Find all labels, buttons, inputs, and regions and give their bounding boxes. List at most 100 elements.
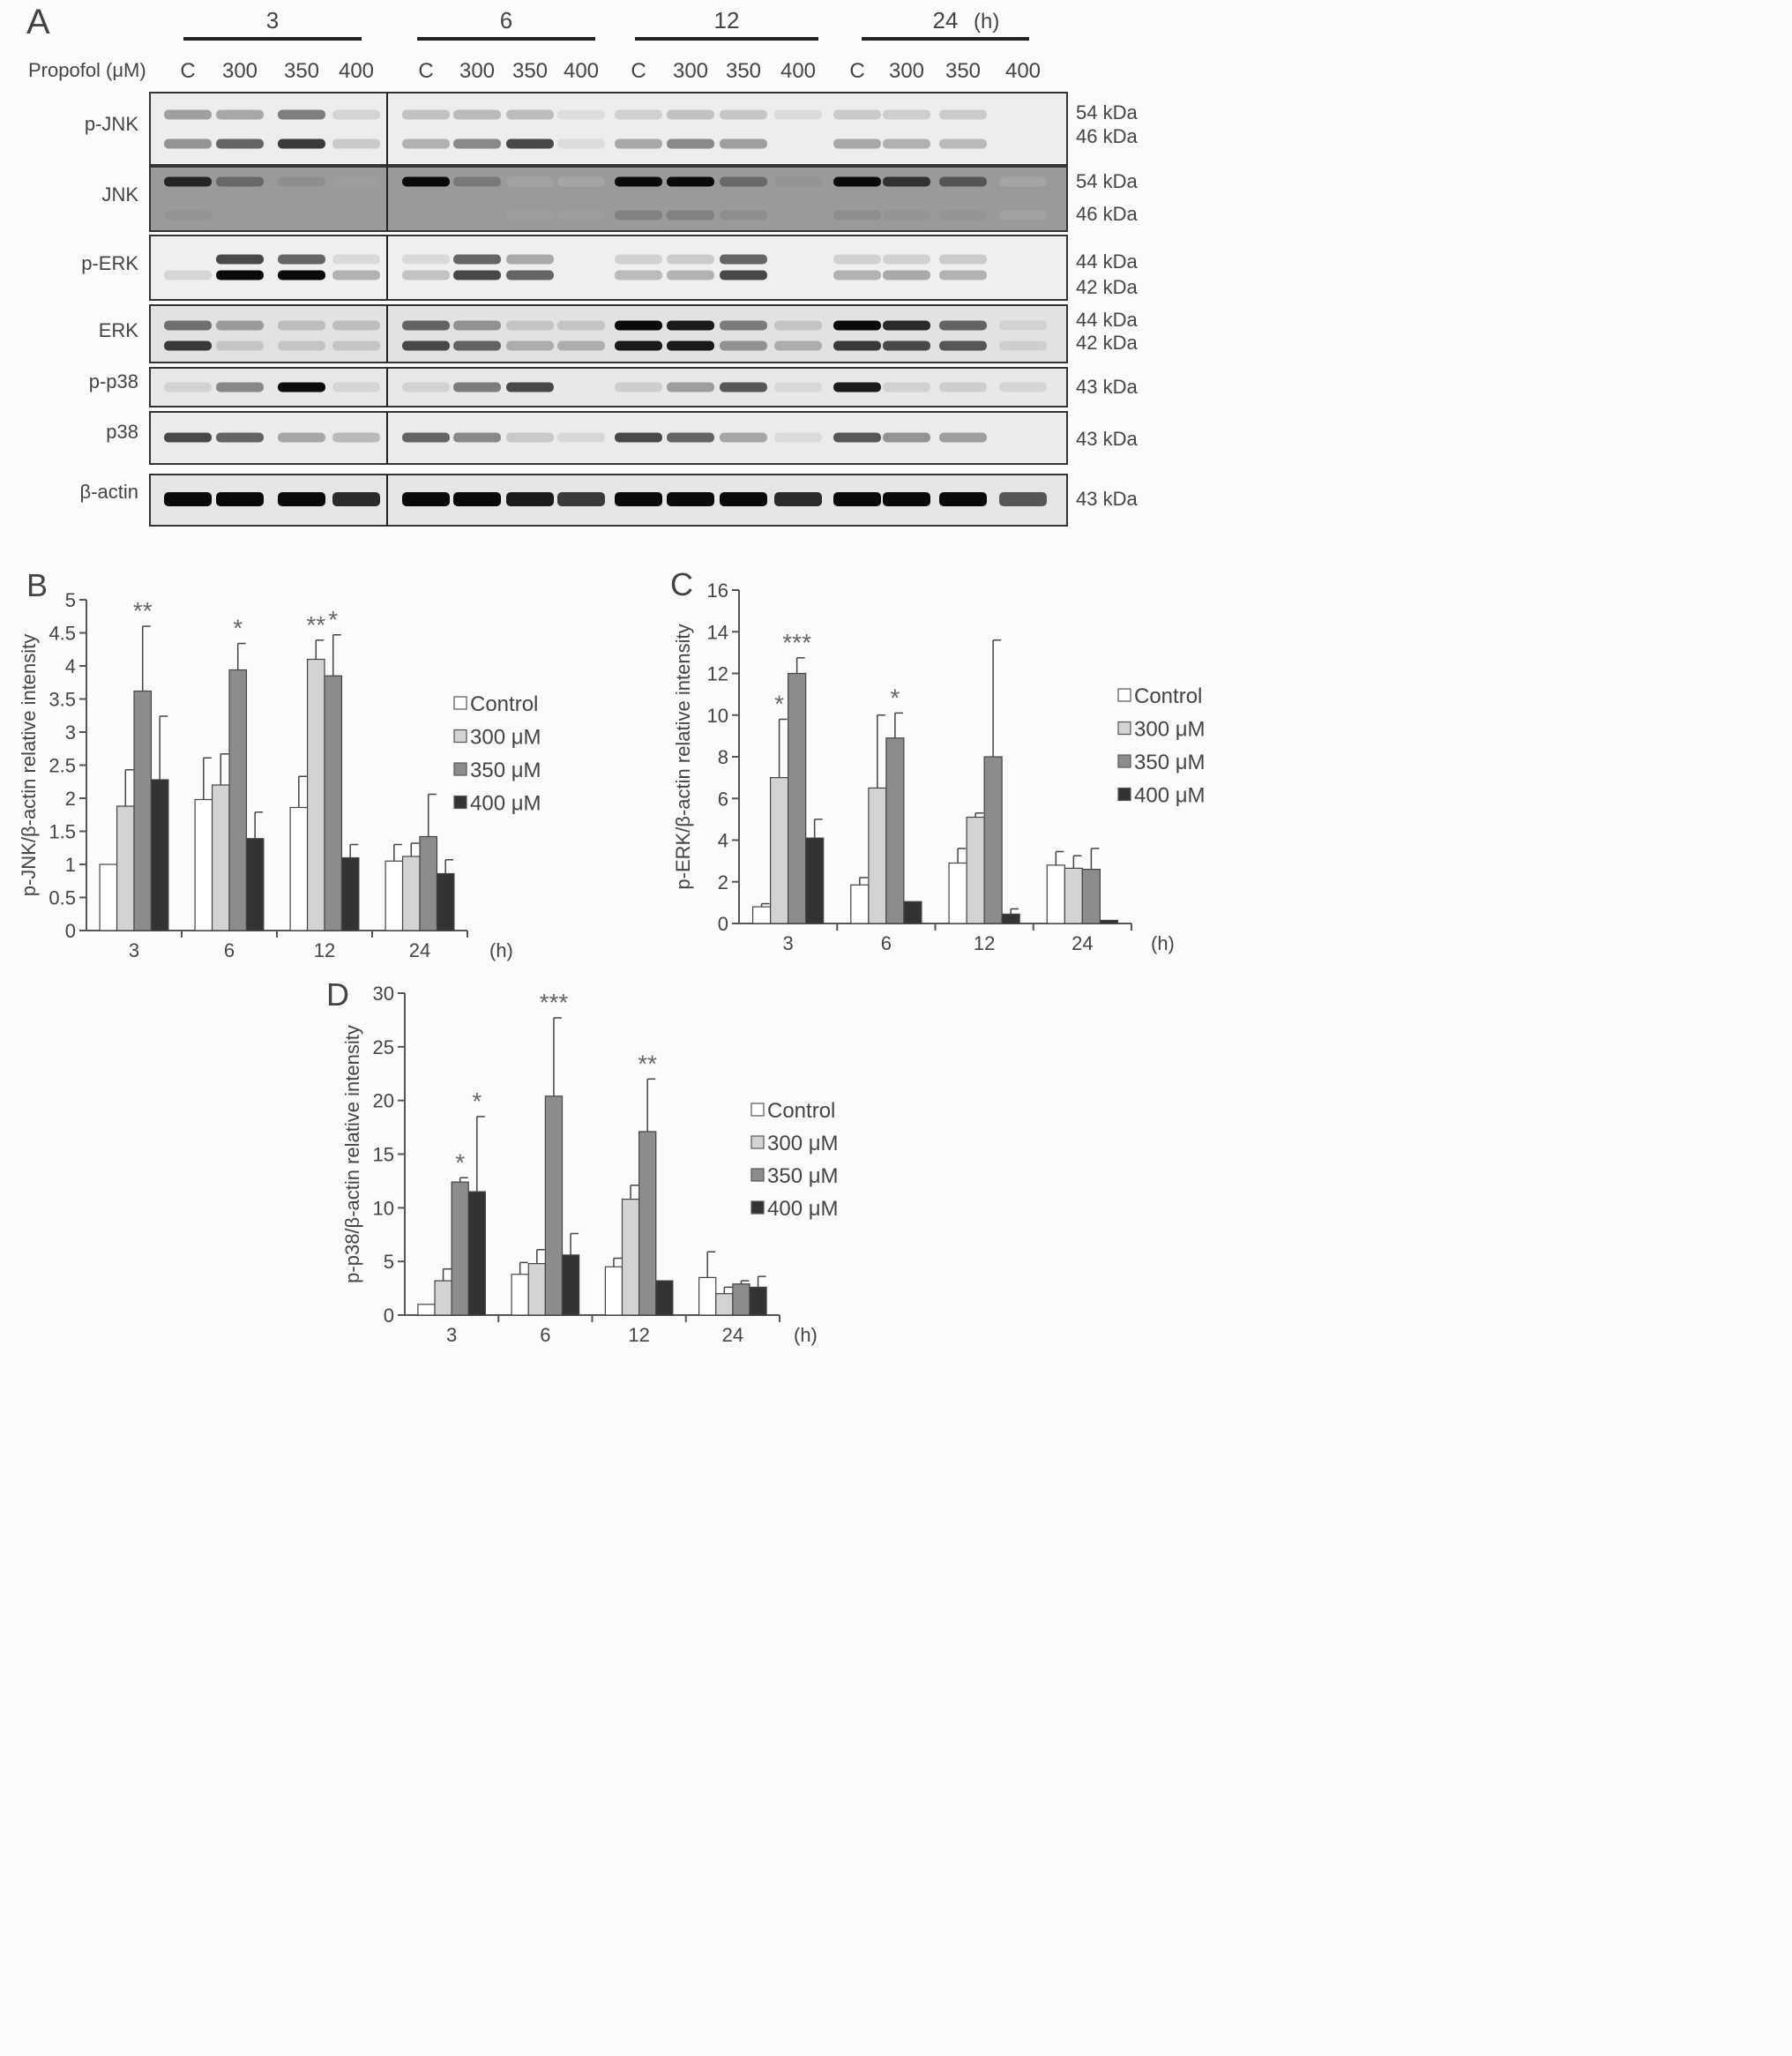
- blot-band: [720, 492, 767, 506]
- lane-label: 400: [564, 59, 599, 83]
- blot-band: [720, 340, 767, 351]
- blot-band: [506, 210, 554, 221]
- blot-band: [999, 210, 1047, 221]
- x-tick-label: 24: [722, 1324, 743, 1346]
- timepoint-label: 24: [933, 7, 959, 34]
- y-tick-label: 5: [65, 589, 76, 611]
- legend-label: 400 μM: [767, 1197, 839, 1221]
- blot-band: [883, 109, 930, 120]
- blot-band: [332, 432, 380, 443]
- lane-label: 300: [673, 59, 708, 83]
- y-tick-label: 16: [707, 579, 728, 602]
- blot-band: [667, 432, 714, 443]
- blot-band: [720, 432, 767, 443]
- bar: [868, 787, 887, 924]
- bar: [698, 1276, 717, 1316]
- blot-band: [453, 210, 501, 221]
- y-tick-label: 12: [707, 663, 728, 685]
- blot-band: [278, 138, 325, 149]
- blot-membrane: [149, 92, 1068, 166]
- legend-swatch: [1117, 787, 1131, 802]
- blot-band: [332, 210, 380, 221]
- bar: [194, 798, 213, 931]
- legend-label: 300 μM: [1134, 718, 1206, 742]
- blot-band: [216, 138, 264, 149]
- blot-band: [774, 492, 822, 506]
- y-tick-label: 3: [65, 721, 76, 744]
- legend-label: 350 μM: [767, 1164, 839, 1188]
- blot-band: [506, 492, 554, 506]
- blot-band: [453, 254, 501, 265]
- lane-label: 400: [780, 59, 816, 83]
- blot-band: [332, 492, 380, 506]
- legend-swatch: [1117, 688, 1131, 702]
- legend-swatch: [1117, 754, 1131, 768]
- bar: [544, 1095, 564, 1316]
- blot-band: [557, 210, 605, 221]
- blot-band: [332, 254, 380, 265]
- y-tick-label: 30: [373, 983, 394, 1005]
- blot-band: [774, 320, 822, 331]
- blot-band: [720, 270, 767, 280]
- bar: [324, 675, 343, 931]
- blot-band: [402, 270, 450, 280]
- lane-label: C: [849, 59, 864, 83]
- x-tick-label: 3: [783, 932, 794, 954]
- significance-marker: *: [328, 606, 338, 633]
- blot-band: [999, 176, 1047, 187]
- kda-label: 44 kDa: [1076, 250, 1138, 273]
- lane-label: C: [418, 59, 433, 83]
- significance-marker: **: [306, 611, 325, 639]
- bar: [1064, 867, 1083, 924]
- bar: [511, 1274, 529, 1316]
- blot-band: [720, 382, 767, 393]
- blot-row-label: β-actin: [80, 481, 138, 503]
- x-tick-label: 24: [409, 939, 430, 961]
- blot-band: [720, 138, 767, 149]
- bar: [527, 1262, 546, 1316]
- kda-label: 42 kDa: [1076, 332, 1138, 354]
- legend-swatch: [453, 795, 467, 810]
- blot-band: [402, 138, 450, 149]
- blot-band: [216, 382, 264, 393]
- legend-swatch: [750, 1168, 765, 1182]
- blot-band: [615, 340, 662, 351]
- lane-label: 300: [889, 59, 924, 83]
- significance-marker: *: [455, 1148, 465, 1176]
- blot-band: [883, 382, 930, 393]
- blot-band: [615, 138, 662, 149]
- legend-label: 350 μM: [470, 759, 541, 782]
- blot-band: [999, 340, 1047, 351]
- blot-band: [506, 254, 554, 265]
- blot-row-label: p38: [106, 421, 138, 443]
- blot-band: [833, 254, 881, 265]
- blot-band: [402, 109, 450, 120]
- blot-row-label: ERK: [99, 319, 139, 341]
- blot-band: [667, 254, 714, 265]
- blot-band: [332, 320, 380, 331]
- bar: [769, 777, 789, 924]
- bar: [451, 1181, 469, 1316]
- blot-band: [278, 254, 325, 265]
- bar: [903, 901, 922, 924]
- legend-label: 400 μM: [470, 792, 541, 816]
- blot-band: [833, 432, 881, 443]
- blot-band: [667, 210, 714, 221]
- y-tick-label: 8: [718, 746, 728, 768]
- blot-band: [667, 340, 714, 351]
- blot-band: [557, 492, 605, 506]
- bar: [732, 1283, 750, 1316]
- blot-band: [557, 432, 605, 443]
- kda-label: 43 kDa: [1076, 376, 1138, 398]
- blot-band: [774, 340, 822, 351]
- y-tick-label: 0: [384, 1305, 394, 1327]
- blot-band: [332, 270, 380, 280]
- blot-band: [506, 432, 554, 443]
- blot-band: [774, 210, 822, 221]
- blot-band: [216, 210, 264, 221]
- blot-band: [278, 210, 325, 221]
- kda-label: 54 kDa: [1076, 101, 1138, 123]
- y-axis-label: p-JNK/β-actin relative intensity: [18, 634, 40, 897]
- y-tick-label: 10: [373, 1197, 394, 1219]
- blot-band: [667, 270, 714, 280]
